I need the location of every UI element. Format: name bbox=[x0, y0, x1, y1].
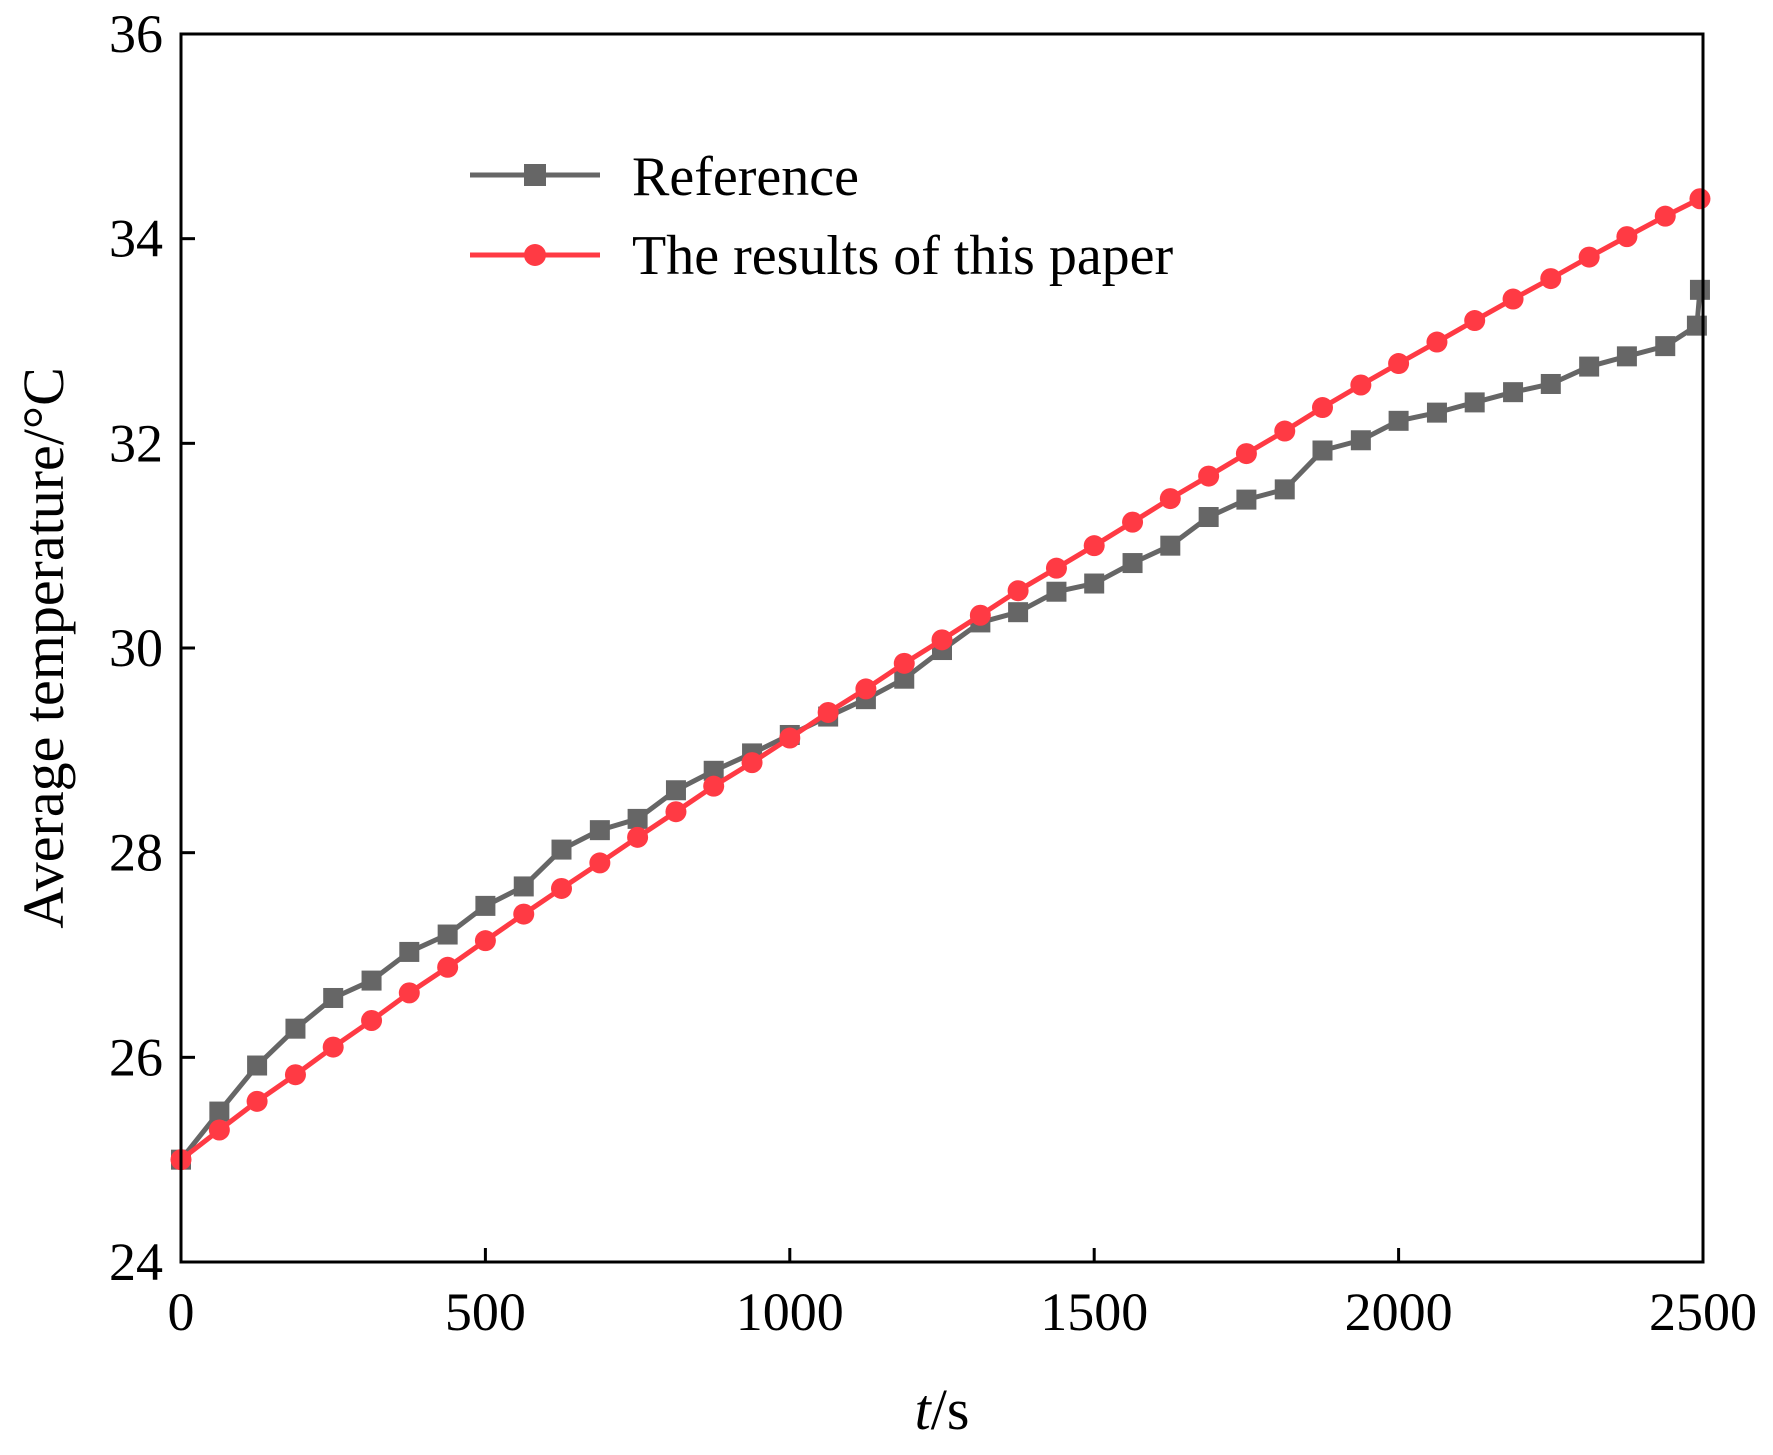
data-point-this-paper bbox=[589, 852, 611, 874]
data-point-reference bbox=[1350, 430, 1371, 451]
data-point-this-paper bbox=[1540, 268, 1562, 290]
y-tick-label: 26 bbox=[109, 1027, 163, 1087]
data-point-this-paper bbox=[1350, 374, 1372, 396]
data-point-reference bbox=[323, 987, 344, 1008]
data-point-this-paper bbox=[1654, 205, 1676, 227]
data-point-this-paper bbox=[1616, 226, 1638, 248]
data-point-reference bbox=[1616, 346, 1637, 367]
y-tick-label: 28 bbox=[109, 823, 163, 883]
x-tick-label: 500 bbox=[445, 1282, 526, 1342]
data-point-this-paper bbox=[1007, 580, 1029, 602]
y-tick-label: 30 bbox=[109, 618, 163, 678]
data-point-reference bbox=[1084, 573, 1105, 594]
data-point-this-paper bbox=[513, 903, 535, 925]
data-point-reference bbox=[665, 780, 686, 801]
data-point-reference bbox=[209, 1101, 230, 1122]
x-tick-label: 1500 bbox=[1040, 1282, 1148, 1342]
data-point-this-paper bbox=[361, 1009, 383, 1031]
series-this-paper bbox=[170, 188, 1711, 1171]
data-point-reference bbox=[399, 941, 420, 962]
data-point-this-paper bbox=[893, 652, 915, 674]
data-point-reference bbox=[1464, 392, 1485, 413]
data-point-this-paper bbox=[665, 801, 687, 823]
data-point-this-paper bbox=[1426, 331, 1448, 353]
data-point-this-paper bbox=[551, 877, 572, 899]
data-point-this-paper bbox=[1159, 488, 1181, 510]
data-point-reference bbox=[627, 808, 648, 829]
x-axis-label-unit: /s bbox=[931, 1377, 970, 1442]
data-point-reference bbox=[361, 970, 382, 991]
data-point-this-paper bbox=[1235, 443, 1257, 465]
data-point-this-paper bbox=[398, 982, 420, 1004]
data-point-this-paper bbox=[1689, 188, 1711, 210]
data-point-this-paper bbox=[1312, 397, 1333, 419]
y-tick-label: 36 bbox=[109, 4, 163, 64]
data-point-this-paper bbox=[817, 701, 839, 723]
data-point-reference bbox=[475, 895, 496, 916]
data-point-this-paper bbox=[1274, 420, 1296, 442]
legend: Reference The results of this paper bbox=[470, 146, 1174, 287]
data-point-this-paper bbox=[246, 1090, 268, 1112]
y-tick-label: 24 bbox=[109, 1232, 163, 1292]
data-point-reference bbox=[437, 924, 458, 945]
data-point-this-paper bbox=[322, 1036, 344, 1058]
x-tick-label: 2000 bbox=[1345, 1282, 1453, 1342]
data-point-reference bbox=[1160, 535, 1181, 556]
data-point-reference bbox=[1008, 602, 1029, 623]
data-point-this-paper bbox=[208, 1119, 230, 1141]
data-point-reference bbox=[589, 820, 610, 841]
data-point-this-paper bbox=[855, 678, 877, 700]
data-point-reference bbox=[894, 668, 915, 689]
data-point-reference bbox=[1236, 489, 1257, 510]
data-point-this-paper bbox=[284, 1064, 306, 1086]
data-point-this-paper bbox=[1578, 246, 1600, 268]
x-axis-label: t/s bbox=[915, 1377, 970, 1442]
data-point-reference bbox=[1503, 382, 1524, 403]
data-point-reference bbox=[1540, 373, 1561, 394]
data-point-this-paper bbox=[741, 752, 763, 774]
data-point-reference bbox=[513, 876, 534, 897]
data-point-reference bbox=[1579, 356, 1600, 377]
legend-label-reference: Reference bbox=[632, 146, 859, 208]
data-point-reference bbox=[1689, 279, 1710, 300]
x-axis-label-italic: t bbox=[915, 1377, 933, 1442]
legend-marker-reference bbox=[524, 164, 546, 186]
data-point-this-paper bbox=[969, 604, 991, 626]
x-tick-label: 1000 bbox=[736, 1282, 844, 1342]
data-point-reference bbox=[551, 839, 572, 860]
data-point-this-paper bbox=[703, 775, 725, 797]
data-point-reference bbox=[1046, 581, 1067, 602]
data-point-reference bbox=[1388, 410, 1409, 431]
data-point-reference bbox=[1198, 507, 1219, 528]
data-point-reference bbox=[1122, 553, 1143, 574]
data-point-this-paper bbox=[1502, 288, 1524, 310]
data-point-reference bbox=[1655, 336, 1676, 357]
data-point-this-paper bbox=[1388, 353, 1410, 375]
data-point-reference bbox=[703, 760, 724, 781]
data-point-this-paper bbox=[474, 930, 496, 952]
data-point-this-paper bbox=[1083, 535, 1105, 557]
data-point-this-paper bbox=[627, 826, 649, 848]
data-point-this-paper bbox=[1464, 310, 1486, 332]
data-point-this-paper bbox=[779, 727, 801, 749]
data-point-reference bbox=[285, 1018, 306, 1039]
data-point-this-paper bbox=[1122, 511, 1144, 533]
y-axis-label: Average temperature/°C bbox=[11, 367, 76, 929]
legend-label-this-paper: The results of this paper bbox=[632, 225, 1174, 287]
data-point-this-paper bbox=[931, 629, 953, 651]
legend-marker-this-paper bbox=[524, 244, 546, 266]
data-point-this-paper bbox=[1198, 465, 1220, 487]
data-point-reference bbox=[1274, 479, 1295, 500]
x-tick-label: 0 bbox=[168, 1282, 195, 1342]
data-point-reference bbox=[1426, 402, 1447, 423]
x-tick-label: 2500 bbox=[1649, 1282, 1757, 1342]
data-point-this-paper bbox=[1045, 557, 1067, 579]
y-tick-label: 32 bbox=[109, 413, 163, 473]
data-point-this-paper bbox=[437, 956, 459, 978]
y-tick-label: 34 bbox=[109, 209, 163, 269]
data-point-reference bbox=[1312, 440, 1333, 461]
data-point-reference bbox=[247, 1055, 268, 1076]
